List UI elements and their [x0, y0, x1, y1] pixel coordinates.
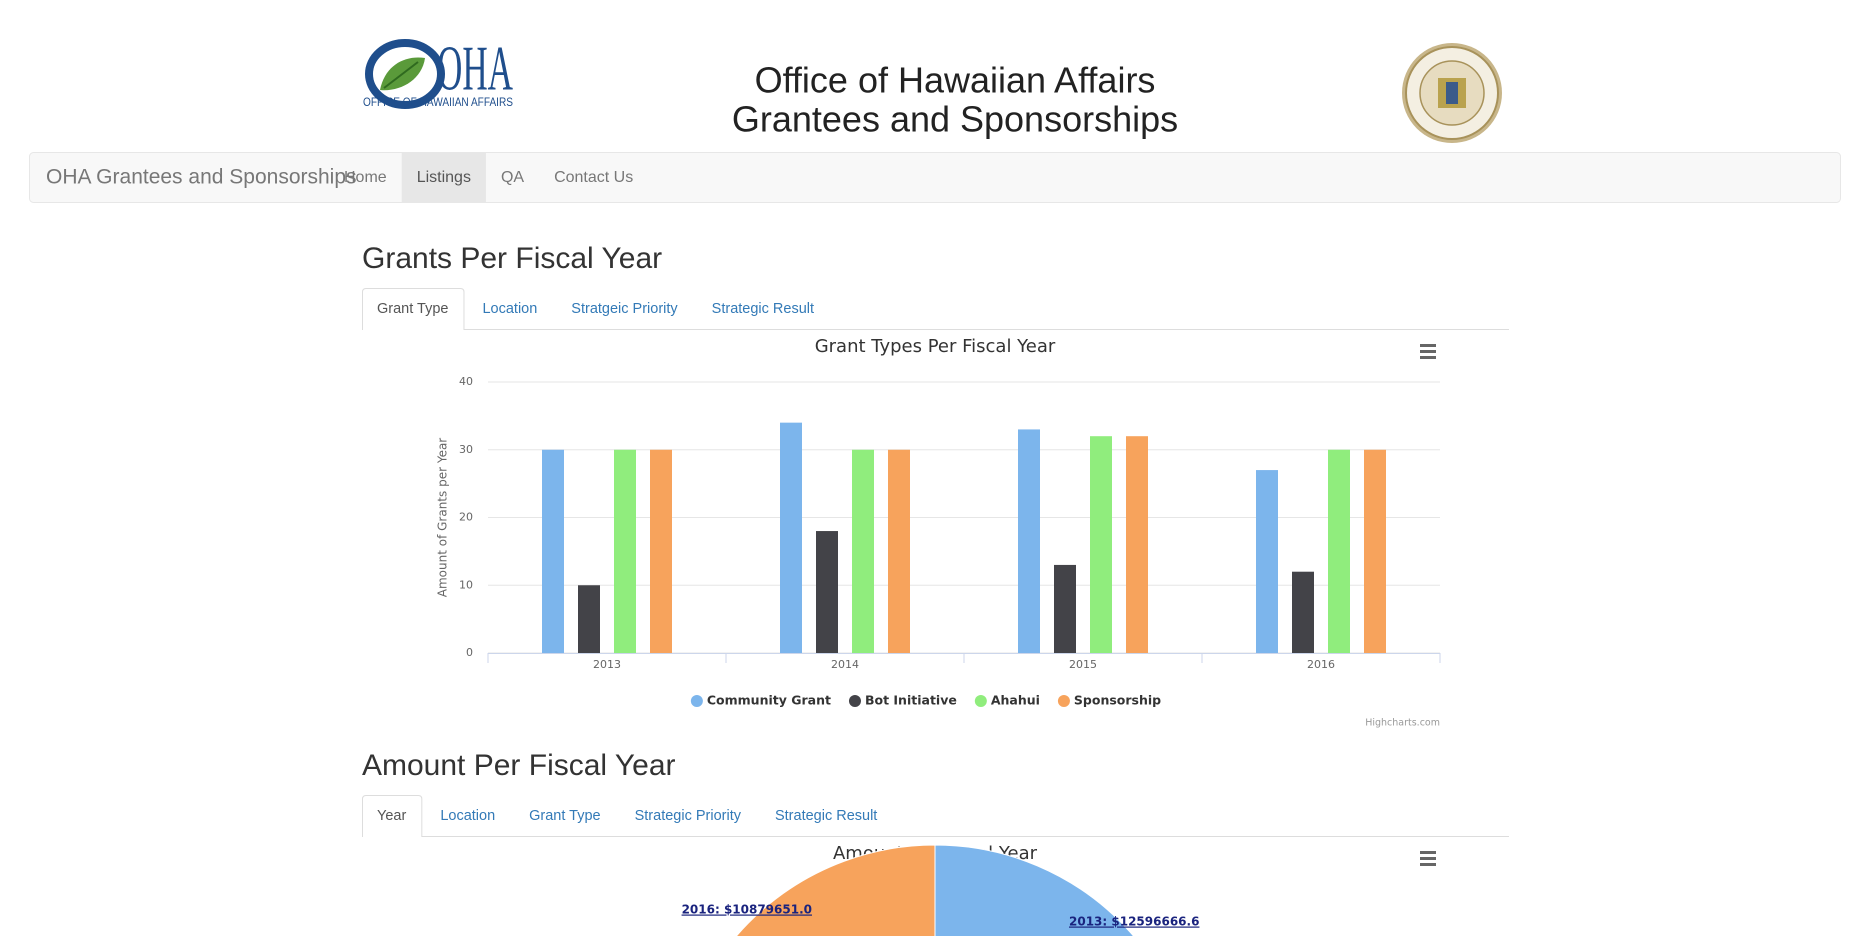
tab-active [362, 795, 423, 837]
tab[interactable]: Stratgeic Priority [571, 301, 678, 317]
nav-item[interactable]: Contact Us [554, 169, 633, 186]
logo-subtext: OFFICE OF HAWAIIAN AFFAIRS [363, 95, 513, 109]
pie-slice [934, 844, 1135, 936]
tab[interactable]: Strategic Priority [635, 808, 742, 824]
chart-menu[interactable] [1420, 851, 1436, 866]
menu-bar [1420, 863, 1436, 866]
legend-symbol [974, 695, 987, 707]
legend-label: Community Grant [707, 693, 831, 708]
bar [780, 422, 802, 653]
y-tick-label: 0 [466, 646, 473, 659]
legend-symbol [690, 695, 703, 707]
menu-bar [1420, 356, 1436, 359]
bar [1054, 564, 1076, 653]
y-tick-label: 30 [459, 443, 473, 456]
oha-logo: OHA OFFICE OF HAWAIIAN AFFAIRS [363, 33, 513, 109]
x-tick-label: 2016 [1307, 658, 1335, 671]
nav-item[interactable]: Listings [417, 169, 471, 186]
legend-item[interactable]: Sponsorship [1057, 693, 1161, 708]
y-tick-label: 10 [459, 578, 473, 591]
navbar-brand[interactable]: OHA Grantees and Sponsorships [46, 166, 357, 189]
legend-label: Ahahui [991, 693, 1040, 708]
label-connector [1039, 921, 1065, 936]
x-tick-label: 2014 [831, 658, 859, 671]
legend-symbol [1057, 695, 1070, 707]
legend-symbol [848, 695, 861, 707]
tab[interactable]: Location [440, 808, 495, 824]
y-axis-title: Amount of Grants per Year [436, 438, 450, 598]
menu-bar [1420, 350, 1436, 353]
label-connector [817, 909, 846, 931]
menu-bar [1420, 344, 1436, 347]
tab[interactable]: Grant Type [377, 301, 448, 317]
bar [1364, 449, 1386, 653]
x-tick-label: 2015 [1069, 658, 1097, 671]
section-heading: Amount Per Fiscal Year [362, 749, 676, 782]
header-title: Grantees and Sponsorships [732, 99, 1178, 140]
pie-label[interactable]: 2013: $12596666.6 [1069, 915, 1199, 929]
bar [578, 585, 600, 653]
bar [1256, 470, 1278, 653]
legend-item[interactable]: Ahahui [974, 693, 1040, 708]
y-tick-label: 40 [459, 375, 473, 388]
chart-title: Grant Types Per Fiscal Year [815, 336, 1056, 357]
tab[interactable]: Year [377, 808, 406, 824]
legend-item[interactable]: Community Grant [690, 693, 831, 708]
credits[interactable]: Highcharts.com [1365, 718, 1440, 729]
pie-slice [735, 844, 936, 936]
nav-item[interactable]: QA [501, 169, 524, 186]
tab[interactable]: Strategic Result [775, 808, 877, 824]
menu-bar [1420, 851, 1436, 854]
chart-menu[interactable] [1420, 344, 1436, 359]
logo-text: OHA [437, 33, 513, 104]
bar [1292, 571, 1314, 653]
tab[interactable]: Strategic Result [712, 301, 814, 317]
bar [852, 449, 874, 653]
bar [650, 449, 672, 653]
legend-item[interactable]: Bot Initiative [848, 693, 957, 708]
legend-label: Sponsorship [1074, 693, 1161, 708]
tab[interactable]: Location [482, 301, 537, 317]
tab-active [362, 288, 465, 330]
section-heading: Grants Per Fiscal Year [362, 242, 662, 275]
bar [816, 531, 838, 653]
bar [1328, 449, 1350, 653]
bar [1090, 436, 1112, 653]
bar [888, 449, 910, 653]
x-tick-label: 2013 [593, 658, 621, 671]
y-tick-label: 20 [459, 511, 473, 524]
tab[interactable]: Grant Type [529, 808, 600, 824]
bar [542, 449, 564, 653]
bar [614, 449, 636, 653]
nav-item[interactable]: Home [344, 169, 387, 186]
nav-active-bg [401, 153, 486, 202]
header-title: Office of Hawaiian Affairs [755, 60, 1156, 101]
state-seal [1402, 43, 1502, 143]
menu-bar [1420, 857, 1436, 860]
bar [1126, 436, 1148, 653]
bar [1018, 429, 1040, 653]
legend-label: Bot Initiative [865, 693, 957, 708]
pie-label[interactable]: 2016: $10879651.0 [682, 903, 812, 917]
